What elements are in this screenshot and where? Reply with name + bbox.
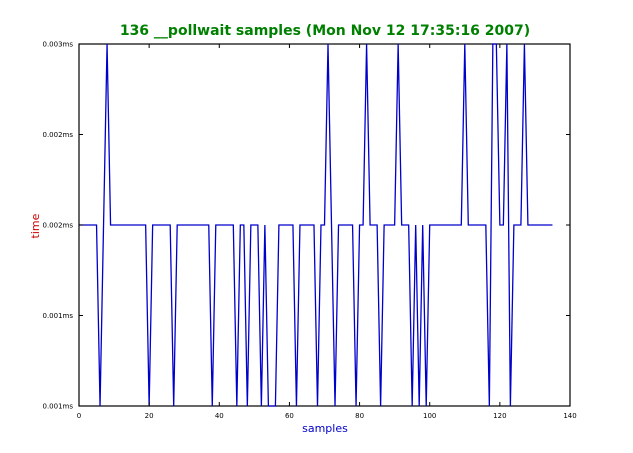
x-tick-label: 100: [423, 412, 436, 420]
y-tick-label: 0.001ms: [42, 403, 73, 411]
series-line-0: [79, 43, 553, 407]
x-tick-label: 60: [285, 412, 294, 420]
plot-area: 0 20 40 60 80 100 120 140 0.001ms 0.001ms 0.002ms…: [42, 41, 576, 421]
x-axis-label: samples: [302, 422, 348, 435]
y-tick-label: 0.003ms: [42, 41, 73, 49]
y-tick-label: 0.002ms: [42, 222, 73, 230]
x-tick-label: 20: [145, 412, 154, 420]
x-tick-label: 80: [355, 412, 364, 420]
chart-title: 136 __pollwait samples (Mon Nov 12 17:35…: [120, 23, 530, 39]
y-tick-label: 0.001ms: [42, 312, 73, 320]
x-tick-label: 140: [563, 412, 576, 420]
y-axis-ticks: 0.001ms 0.001ms 0.002ms 0.002ms 0.003ms: [42, 41, 570, 411]
x-tick-label: 120: [493, 412, 506, 420]
x-axis-ticks: 0 20 40 60 80 100 120 140: [77, 44, 577, 420]
y-tick-label: 0.002ms: [42, 131, 73, 139]
x-tick-label: 0: [77, 412, 81, 420]
y-axis-label: time: [29, 213, 42, 238]
x-tick-label: 40: [215, 412, 224, 420]
series-group: [79, 43, 553, 407]
